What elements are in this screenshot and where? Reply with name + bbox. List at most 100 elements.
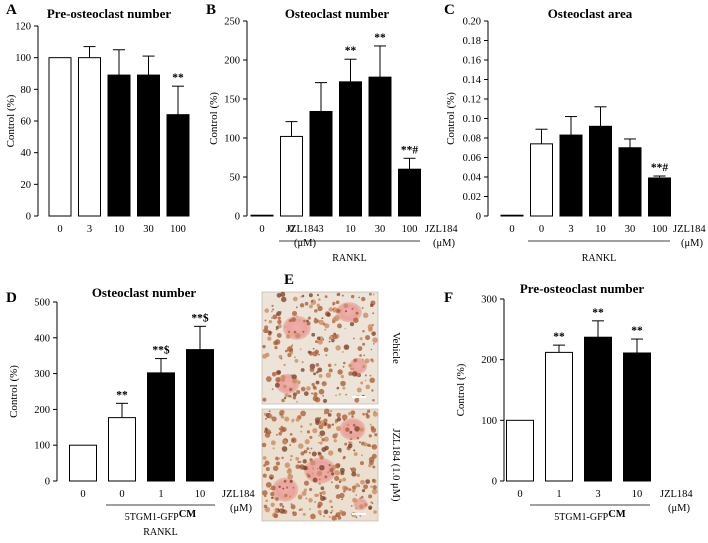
stained-cell-dot xyxy=(368,507,372,510)
stained-cell-dot xyxy=(323,515,325,517)
stained-cell-dot xyxy=(353,452,358,457)
x-tick-label: 3 xyxy=(318,224,323,235)
stained-cell-dot xyxy=(367,327,373,332)
stained-cell-dot xyxy=(340,374,345,379)
stained-cell-dot xyxy=(373,410,376,414)
stained-cell-dot xyxy=(307,350,311,354)
stained-cell-dot xyxy=(292,296,298,302)
stained-cell-dot xyxy=(296,390,301,395)
stained-cell-dot xyxy=(372,293,375,296)
y-tick-label: 200 xyxy=(224,56,240,67)
stained-cell-dot xyxy=(347,412,352,416)
stained-cell-dot xyxy=(262,490,268,496)
stained-cell-dot xyxy=(306,386,311,391)
y-tick-label: 0.08 xyxy=(463,134,481,145)
x-unit-label: JZL184 xyxy=(286,224,319,235)
stained-cell-dot xyxy=(370,501,373,504)
bar xyxy=(166,114,190,217)
stained-cell-dot xyxy=(312,477,318,483)
stained-cell-dot xyxy=(284,393,289,398)
stained-cell-dot xyxy=(372,398,375,402)
stained-cell-dot xyxy=(270,485,276,491)
stained-cell-dot xyxy=(348,441,350,443)
stained-cell-dot xyxy=(361,296,366,302)
stained-cell-dot xyxy=(302,330,305,333)
bar xyxy=(186,349,214,482)
stained-cell-dot xyxy=(277,323,282,329)
stained-cell-dot xyxy=(303,480,310,486)
stained-cell-dot xyxy=(370,303,374,308)
stained-cell-dot xyxy=(309,423,313,426)
stained-cell-dot xyxy=(364,374,367,377)
x-tick-label: 0 xyxy=(259,224,264,235)
stained-cell-dot xyxy=(336,387,339,390)
stained-cell-dot xyxy=(327,363,332,368)
stained-cell-dot xyxy=(356,387,362,393)
jzl184-image-label: JZL184 (1.0 μM) xyxy=(390,429,401,503)
stained-cell-dot xyxy=(349,321,355,327)
stained-cell-dot xyxy=(316,293,320,297)
x-tick-label: 3 xyxy=(568,224,573,235)
stained-cell-dot xyxy=(269,488,272,490)
x-unit-label: JZL184 xyxy=(673,224,706,235)
stained-cell-dot xyxy=(359,497,362,500)
stained-cell-dot xyxy=(268,410,271,413)
stained-cell-dot xyxy=(271,388,274,391)
stained-cell-dot xyxy=(314,349,319,355)
stained-cell-dot xyxy=(363,503,368,507)
x-tick-label: 3 xyxy=(87,224,92,235)
stained-cell-dot xyxy=(310,299,317,305)
stained-cell-dot xyxy=(341,414,348,420)
stained-cell-dot xyxy=(335,426,342,432)
stained-cell-dot xyxy=(318,319,325,325)
stained-cell-dot xyxy=(291,374,297,380)
stained-cell-dot xyxy=(331,509,334,512)
stained-cell-dot xyxy=(295,456,300,461)
stained-cell-dot xyxy=(293,330,297,334)
stained-cell-dot xyxy=(300,410,306,417)
stained-cell-dot xyxy=(300,386,306,392)
stained-cell-dot xyxy=(317,441,320,444)
stained-cell-dot xyxy=(363,442,368,447)
y-tick-label: 0 xyxy=(45,477,50,488)
stained-cell-dot xyxy=(292,378,298,384)
stained-cell-dot xyxy=(317,336,321,341)
stained-cell-dot xyxy=(319,494,322,497)
stained-cell-dot xyxy=(322,394,325,397)
stained-cell-dot xyxy=(349,467,352,470)
stained-cell-dot xyxy=(295,333,301,339)
stained-cell-dot xyxy=(321,447,327,452)
stained-cell-dot xyxy=(270,502,275,507)
stained-cell-dot xyxy=(365,479,371,484)
x-unit-sublabel: (μM) xyxy=(294,238,316,249)
group-label-secondary: RANKL xyxy=(143,527,177,538)
x-tick-label: 100 xyxy=(652,224,668,235)
panel-letter-e: E xyxy=(284,272,294,288)
stained-cell-dot xyxy=(370,348,373,351)
stained-cell-dot xyxy=(318,373,323,378)
stained-cell-dot xyxy=(297,380,301,384)
stained-cell-dot xyxy=(327,423,331,427)
stained-cell-dot xyxy=(369,374,372,377)
stained-cell-dot xyxy=(281,398,285,403)
stained-cell-dot xyxy=(264,319,267,322)
stained-cell-dot xyxy=(343,455,346,459)
stained-cell-dot xyxy=(299,507,303,511)
significance-label: ** xyxy=(553,331,565,343)
stained-cell-dot xyxy=(330,505,333,509)
x-unit-sublabel: (μM) xyxy=(433,238,455,249)
stained-cell-dot xyxy=(300,368,305,372)
stained-cell-dot xyxy=(284,416,290,422)
chart-panel-b: B Osteoclast number050100150200250Control… xyxy=(206,2,458,264)
stained-cell-dot xyxy=(272,447,275,450)
stained-cell-dot xyxy=(345,393,347,396)
stained-cell-dot xyxy=(359,441,361,444)
stained-cell-dot xyxy=(279,504,282,507)
y-tick-label: 250 xyxy=(224,17,240,28)
y-tick-label: 60 xyxy=(21,117,32,128)
stained-cell-dot xyxy=(357,484,361,488)
stained-cell-dot xyxy=(317,353,320,356)
significance-label: **$ xyxy=(191,311,209,324)
stained-cell-dot xyxy=(316,470,323,477)
stained-cell-dot xyxy=(331,423,334,426)
